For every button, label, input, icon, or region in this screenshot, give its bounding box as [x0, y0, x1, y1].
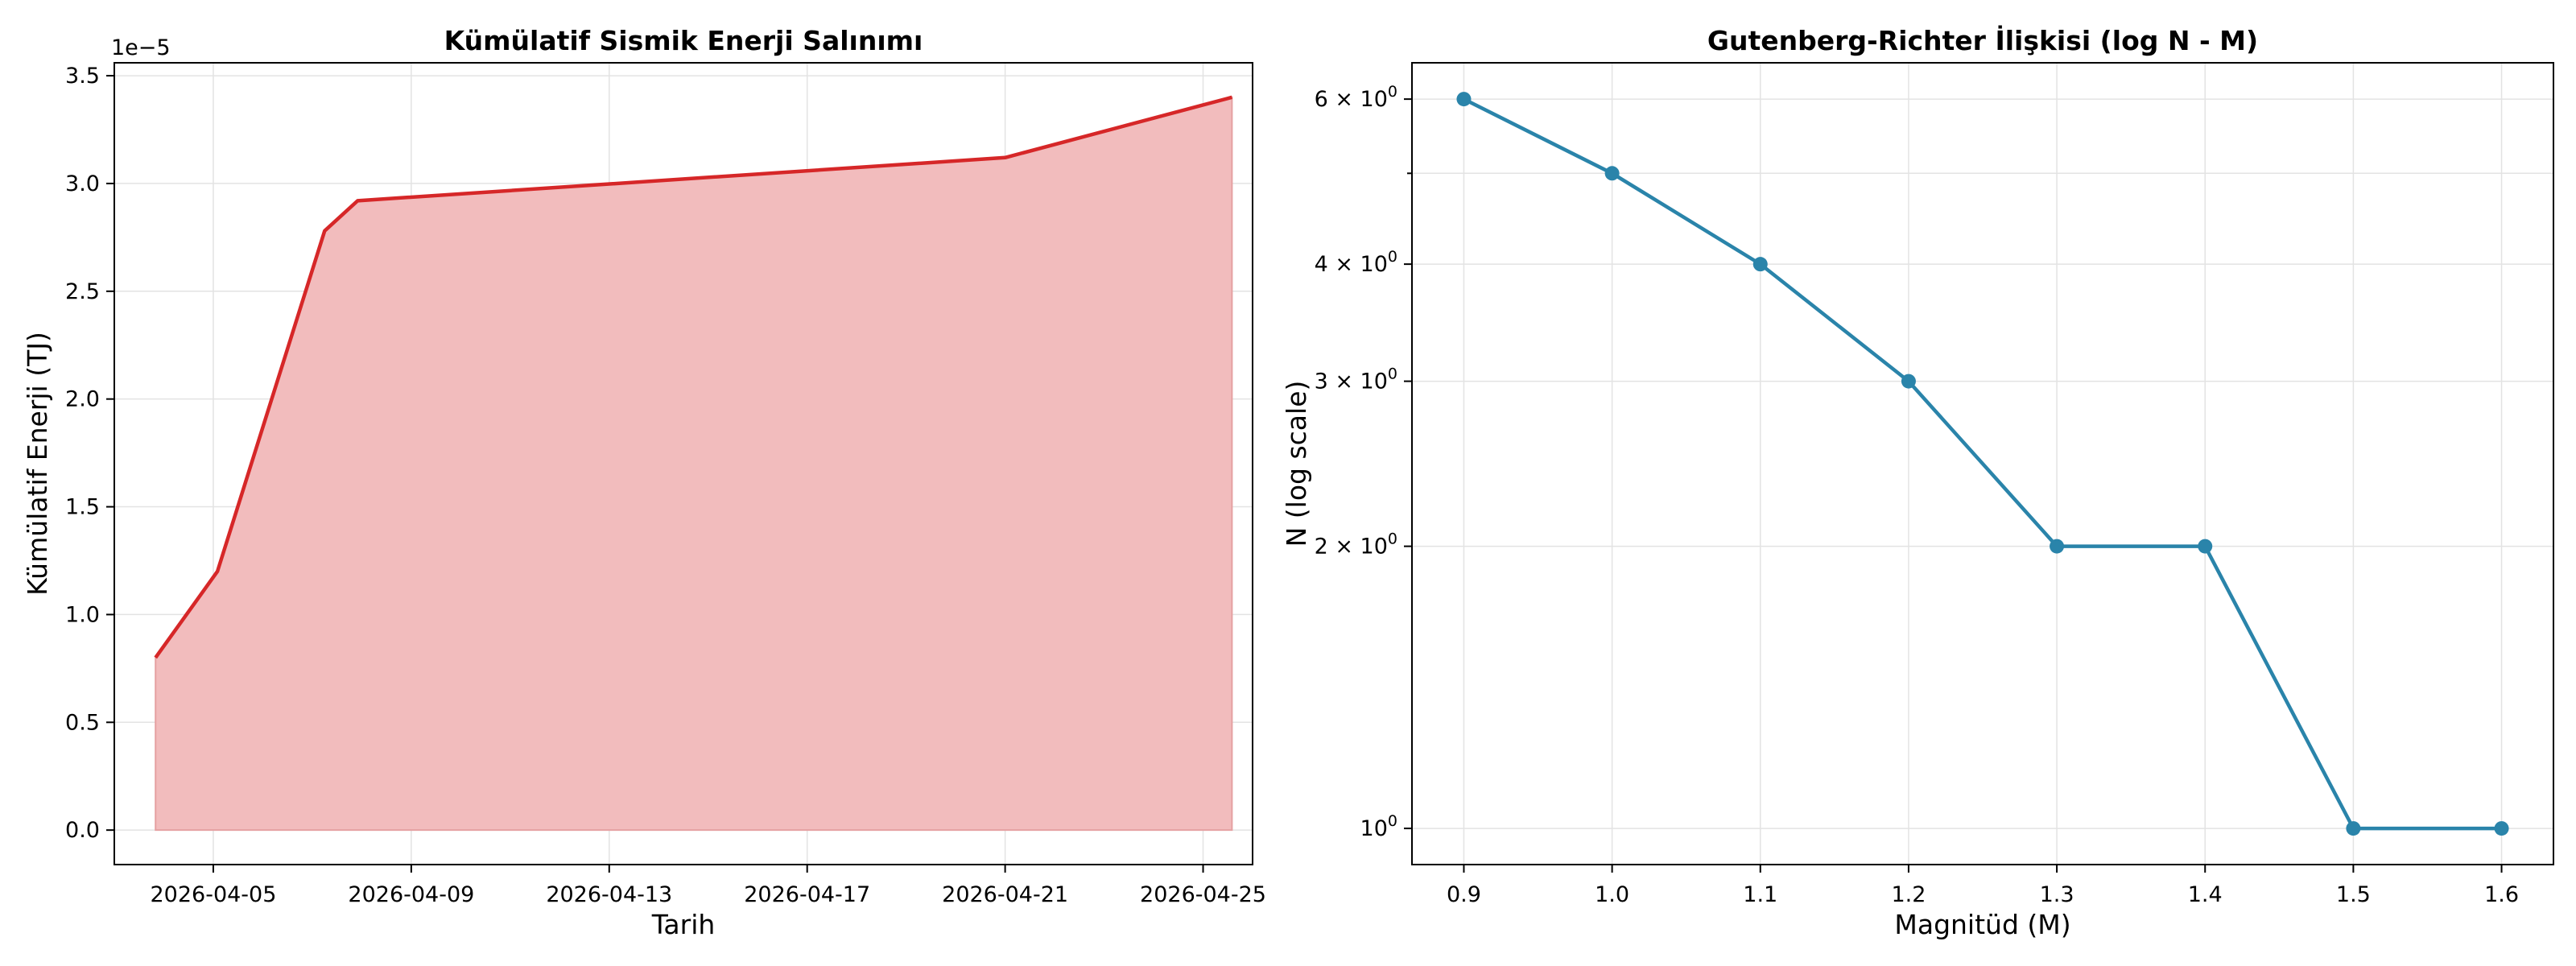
gr-x-axis-label: Magnitüd (M) [1894, 909, 2070, 940]
gr-series-line [1463, 97, 2502, 831]
energy-x-tick-label: 2026-04-17 [744, 882, 870, 907]
gr-y-tick-label: 4 × 100 [1315, 248, 1397, 277]
gr-y-tick-label: 2 × 100 [1315, 530, 1397, 559]
energy-y-tick-label: 0.0 [65, 818, 100, 843]
energy-area-fill [155, 96, 1233, 832]
gr-x-tick-label: 1.0 [1595, 882, 1629, 907]
energy-series-line [154, 95, 1232, 659]
energy-y-tick-label: 0.5 [65, 710, 100, 735]
energy-y-tick-label: 1.5 [65, 495, 100, 520]
energy-y-tick-label: 1.0 [65, 602, 100, 627]
gr-x-tick-label: 1.1 [1743, 882, 1777, 907]
energy-plot-frame [114, 62, 1253, 865]
gutenberg-richter-chart: 0.9 1.0 1.1 1.2 1.3 1.4 1.5 1.6 100 2 × 100 3 × 1… [1281, 24, 2554, 940]
energy-x-tick-label: 2026-04-09 [348, 882, 474, 907]
gr-y-tick-label: 3 × 100 [1315, 365, 1397, 394]
gr-data-point [1604, 166, 1620, 181]
gr-x-tick-label: 1.2 [1891, 882, 1926, 907]
gr-plot-frame [1411, 62, 2554, 865]
gr-x-tick-label: 1.3 [2040, 882, 2074, 907]
gr-data-point [2198, 539, 2213, 554]
gr-x-tick-label: 1.5 [2336, 882, 2371, 907]
energy-x-tick-label: 2026-04-21 [942, 882, 1068, 907]
gr-y-axis-label: N (log scale) [1281, 381, 1312, 547]
energy-y-tick-label: 2.0 [65, 387, 100, 412]
gr-chart-title: Gutenberg-Richter İlişkisi (log N - M) [1707, 24, 2258, 56]
energy-y-tick-label: 3.5 [65, 64, 100, 89]
energy-y-tick-label: 2.5 [65, 279, 100, 304]
gr-x-tick-label: 1.4 [2188, 882, 2223, 907]
energy-x-tick-label: 2026-04-05 [150, 882, 276, 907]
energy-y-axis-label: Kümülatif Enerji (TJ) [22, 332, 53, 596]
energy-x-tick-label: 2026-04-13 [546, 882, 672, 907]
gr-y-tick-label: 100 [1360, 812, 1397, 841]
energy-y-tick-label: 3.0 [65, 171, 100, 196]
gr-data-point [1456, 92, 1472, 107]
gr-data-point [1752, 257, 1768, 272]
energy-chart: 2026-04-05 2026-04-09 2026-04-13 2026-04-17… [22, 25, 1266, 940]
gr-x-ticks: 0.9 1.0 1.1 1.2 1.3 1.4 1.5 1.6 [1447, 865, 2519, 907]
energy-chart-title: Kümülatif Sismik Enerji Salınımı [444, 25, 923, 56]
gr-y-tick-label: 6 × 100 [1315, 83, 1397, 112]
energy-y-ticks: 0.0 0.5 1.0 1.5 2.0 2.5 3.0 3.5 [65, 64, 114, 843]
gr-y-ticks: 100 2 × 100 3 × 100 4 × 100 6 × 100 [1315, 83, 1412, 841]
gr-data-point [2346, 821, 2361, 836]
energy-x-ticks: 2026-04-05 2026-04-09 2026-04-13 2026-04-17… [150, 865, 1266, 907]
energy-x-tick-label: 2026-04-25 [1140, 882, 1266, 907]
energy-y-offset-label: 1e−5 [111, 35, 171, 60]
gr-x-tick-label: 0.9 [1447, 882, 1481, 907]
gr-x-tick-label: 1.6 [2484, 882, 2519, 907]
energy-x-axis-label: Tarih [651, 909, 716, 940]
gr-data-point [1901, 374, 1916, 389]
gr-data-point [2050, 539, 2065, 554]
gr-points [1456, 92, 2509, 836]
gr-data-point [2494, 821, 2509, 836]
